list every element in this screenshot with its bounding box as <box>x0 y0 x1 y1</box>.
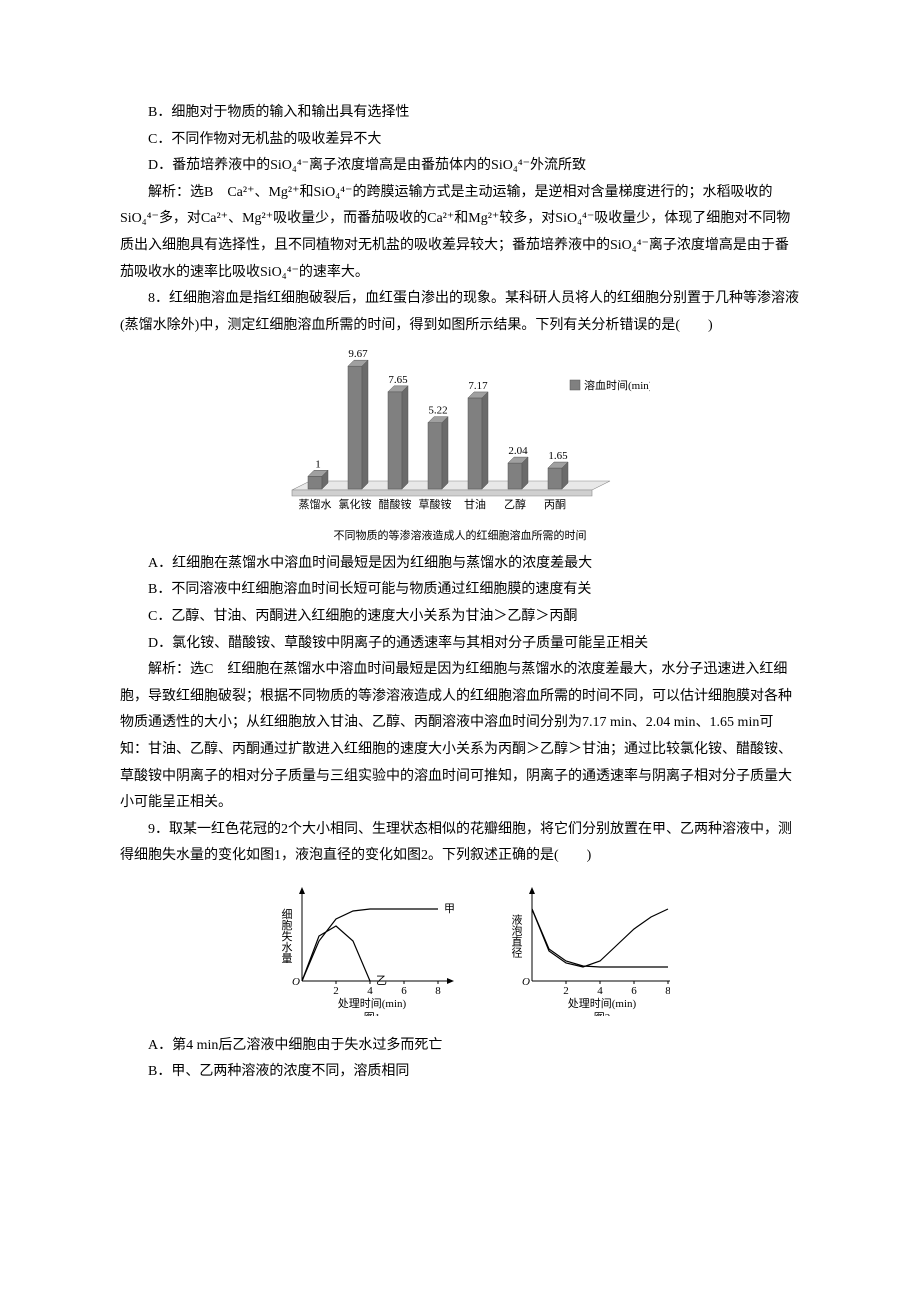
svg-text:1: 1 <box>315 459 321 471</box>
svg-text:处理时间(min): 处理时间(min) <box>338 997 407 1010</box>
q7-option-c: C．不同作物对无机盐的吸收差异不大 <box>120 127 800 154</box>
svg-text:O: O <box>522 976 530 988</box>
svg-text:7.65: 7.65 <box>388 374 408 386</box>
svg-text:液泡直径: 液泡直径 <box>510 913 523 958</box>
svg-text:处理时间(min): 处理时间(min) <box>568 997 637 1010</box>
svg-text:5.22: 5.22 <box>428 405 447 417</box>
q8-stem: 8．红细胞溶血是指红细胞破裂后，血红蛋白渗出的现象。某科研人员将人的红细胞分别置… <box>120 286 800 339</box>
svg-text:氯化铵: 氯化铵 <box>339 497 372 511</box>
svg-text:细胞失水量: 细胞失水量 <box>280 908 293 963</box>
q9-option-a: A．第4 min后乙溶液中细胞由于失水过多而死亡 <box>120 1033 800 1060</box>
svg-text:图2: 图2 <box>594 1011 611 1016</box>
bar-chart-svg: 1 蒸馏水 9.67 氯化铵 7.65 醋酸铵 5.22 草酸铵 7.17 甘油 2.04 乙醇 1.6… <box>270 345 650 515</box>
q8-explanation: 解析：选C 红细胞在蒸馏水中溶血时间最短是因为红细胞与蒸馏水的浓度差最大，水分子… <box>120 657 800 817</box>
q8-bar-chart: 1 蒸馏水 9.67 氯化铵 7.65 醋酸铵 5.22 草酸铵 7.17 甘油 2.04 乙醇 1.6… <box>120 345 800 546</box>
svg-text:9.67: 9.67 <box>348 349 368 361</box>
svg-text:O: O <box>292 976 300 988</box>
svg-text:6: 6 <box>401 985 407 997</box>
q8-option-d: D．氯化铵、醋酸铵、草酸铵中阴离子的通透速率与其相对分子质量可能呈正相关 <box>120 631 800 658</box>
svg-text:2: 2 <box>333 985 339 997</box>
svg-text:图1: 图1 <box>364 1011 381 1016</box>
svg-text:草酸铵: 草酸铵 <box>419 497 452 511</box>
q7-option-d: D．番茄培养液中的SiO₄⁴⁻离子浓度增高是由番茄体内的SiO₄⁴⁻外流所致 <box>120 153 800 180</box>
q8-option-a: A．红细胞在蒸馏水中溶血时间最短是因为红细胞与蒸馏水的浓度差最大 <box>120 551 800 578</box>
svg-text:乙醇: 乙醇 <box>504 497 526 511</box>
q7-option-b: B．细胞对于物质的输入和输出具有选择性 <box>120 100 800 127</box>
page: B．细胞对于物质的输入和输出具有选择性 C．不同作物对无机盐的吸收差异不大 D．… <box>0 0 920 1302</box>
svg-text:醋酸铵: 醋酸铵 <box>379 497 412 511</box>
svg-text:蒸馏水: 蒸馏水 <box>299 497 332 511</box>
svg-text:丙酮: 丙酮 <box>544 498 566 511</box>
svg-text:2.04: 2.04 <box>508 445 528 457</box>
bar-chart-caption: 不同物质的等渗溶液造成人的红细胞溶血所需的时间 <box>120 526 800 547</box>
q9-option-b: B．甲、乙两种溶液的浓度不同，溶质相同 <box>120 1059 800 1086</box>
q9-stem: 9．取某一红色花冠的2个大小相同、生理状态相似的花瓣细胞，将它们分别放置在甲、乙… <box>120 817 800 870</box>
svg-text:8: 8 <box>665 985 670 997</box>
svg-text:2: 2 <box>563 985 569 997</box>
q7-explanation: 解析：选B Ca²⁺、Mg²⁺和SiO₄⁴⁻的跨膜运输方式是主动运输，是逆相对含… <box>120 180 800 286</box>
svg-text:甘油: 甘油 <box>464 497 486 511</box>
q8-option-c: C．乙醇、甘油、丙酮进入红细胞的速度大小关系为甘油＞乙醇＞丙酮 <box>120 604 800 631</box>
svg-text:甲: 甲 <box>444 903 455 915</box>
svg-text:4: 4 <box>367 985 373 997</box>
q8-option-b: B．不同溶液中红细胞溶血时间长短可能与物质通过红细胞膜的速度有关 <box>120 577 800 604</box>
svg-text:乙: 乙 <box>376 974 387 987</box>
line-chart-svg: O 2 4 6 8 细胞失水量处理时间(min) 甲乙图1 O 2 4 6 8 液泡直径处理时间(min… <box>250 876 670 1016</box>
svg-text:溶血时间(min): 溶血时间(min) <box>584 378 650 392</box>
svg-text:1.65: 1.65 <box>548 450 568 462</box>
q9-line-charts: O 2 4 6 8 细胞失水量处理时间(min) 甲乙图1 O 2 4 6 8 液泡直径处理时间(min… <box>120 876 800 1027</box>
svg-text:7.17: 7.17 <box>468 380 488 392</box>
svg-text:6: 6 <box>631 985 637 997</box>
svg-text:4: 4 <box>597 985 603 997</box>
svg-text:8: 8 <box>435 985 441 997</box>
